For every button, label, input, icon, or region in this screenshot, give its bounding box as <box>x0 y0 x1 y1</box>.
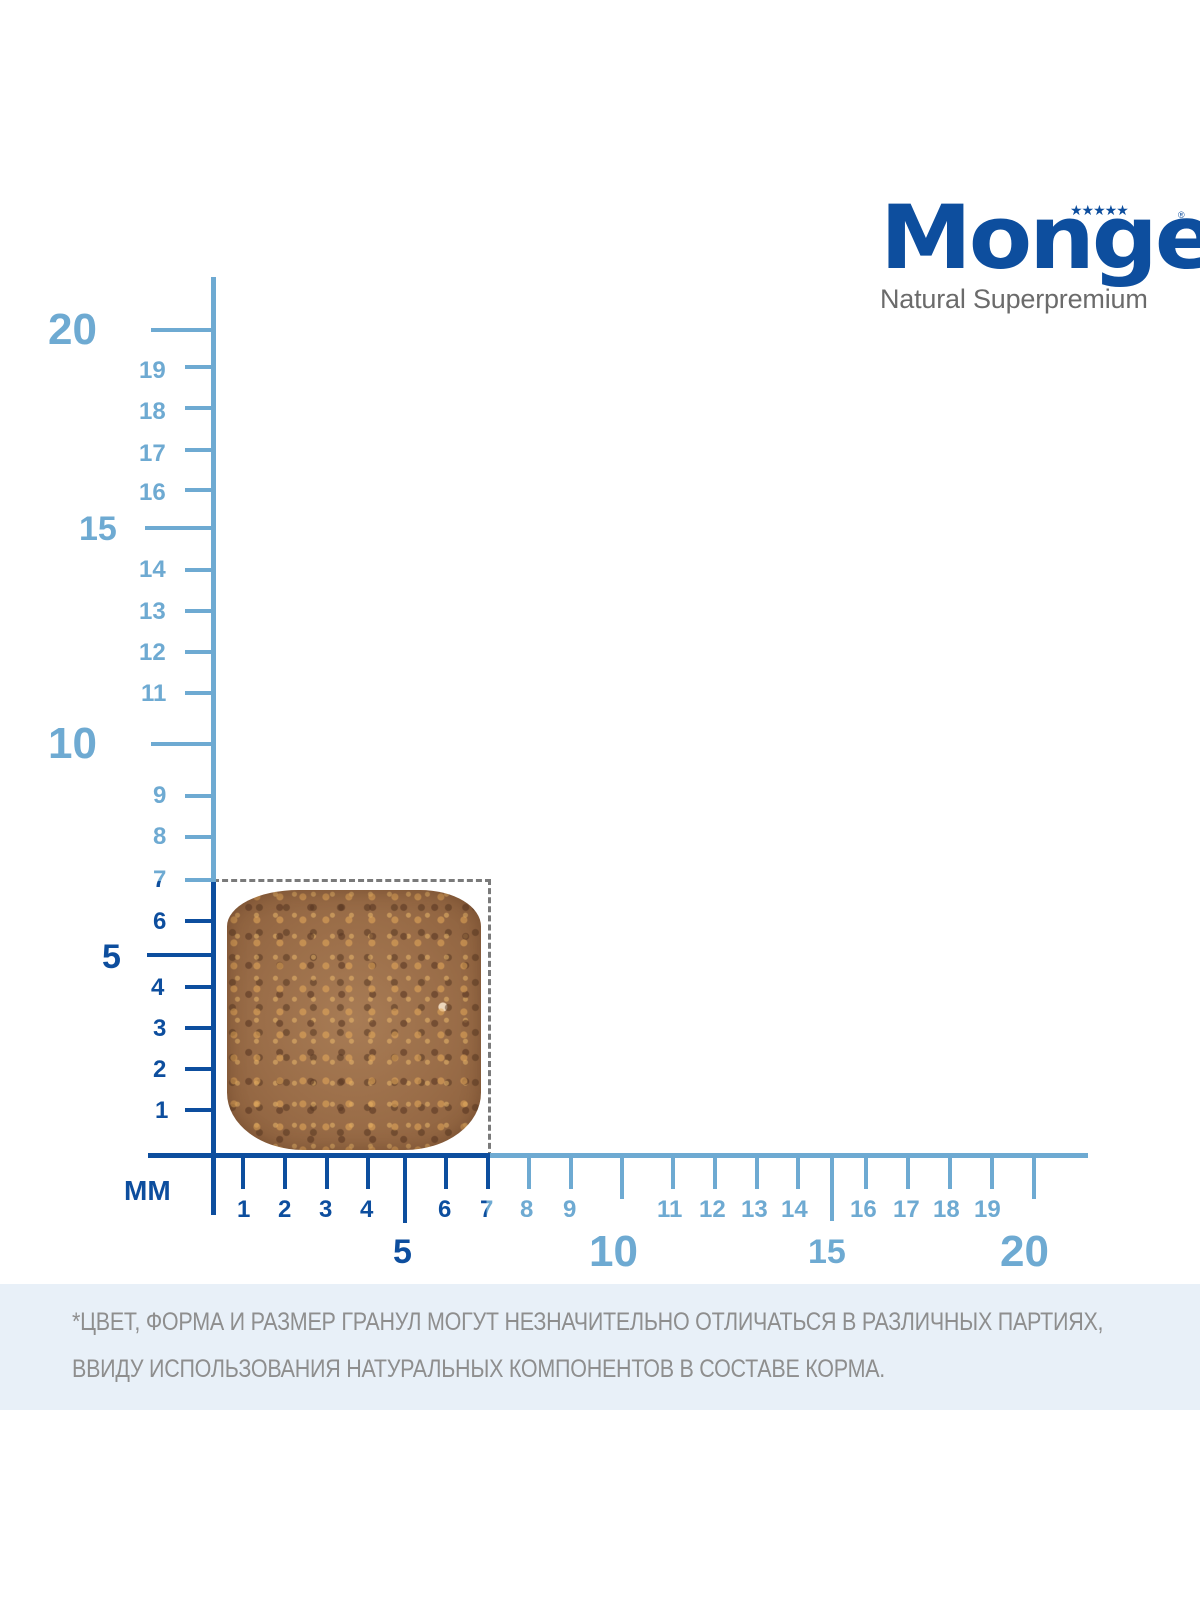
x-tick-8 <box>527 1153 531 1189</box>
x-label-7: 7 <box>480 1196 494 1223</box>
x-tick-13 <box>755 1153 759 1189</box>
y-axis-line-upper <box>211 277 216 881</box>
unit-label-mm: мм <box>124 1175 171 1206</box>
x-label-12: 12 <box>699 1196 726 1223</box>
y-tick-10 <box>151 742 216 746</box>
x-tick-2 <box>283 1153 287 1189</box>
disclaimer-line-1: *ЦВЕТ, ФОРМА И РАЗМЕР ГРАНУЛ МОГУТ НЕЗНА… <box>72 1308 1104 1336</box>
y-tick-11 <box>185 691 216 695</box>
y-label-17: 17 <box>139 440 166 467</box>
x-tick-3 <box>325 1153 329 1189</box>
y-label-19: 19 <box>139 357 166 384</box>
x-tick-10 <box>620 1153 624 1199</box>
y-tick-3 <box>185 1026 216 1030</box>
y-label-16: 16 <box>139 479 166 506</box>
x-tick-19 <box>990 1153 994 1189</box>
x-label-8: 8 <box>520 1196 534 1223</box>
x-label-11: 11 <box>657 1196 683 1223</box>
y-tick-4 <box>185 985 216 989</box>
x-tick-7 <box>486 1153 490 1189</box>
y-tick-5 <box>147 953 216 957</box>
y-label-5: 5 <box>102 938 121 976</box>
x-label-2: 2 <box>278 1196 292 1223</box>
brand-wordmark: Monge <box>880 186 1200 289</box>
y-tick-18 <box>185 406 216 410</box>
y-label-10: 10 <box>48 719 97 768</box>
y-label-8: 8 <box>153 823 167 850</box>
x-tick-5 <box>403 1153 407 1223</box>
x-label-5: 5 <box>393 1233 412 1271</box>
x-label-14: 14 <box>781 1196 808 1223</box>
y-tick-15 <box>145 526 216 530</box>
y-tick-13 <box>185 609 216 613</box>
y-label-11: 11 <box>141 680 167 707</box>
x-tick-15 <box>830 1153 834 1221</box>
x-tick-11 <box>671 1153 675 1189</box>
y-tick-17 <box>185 448 216 452</box>
y-label-4: 4 <box>151 974 165 1001</box>
x-label-10: 10 <box>589 1227 638 1276</box>
y-tick-6 <box>185 919 216 923</box>
x-label-3: 3 <box>319 1196 333 1223</box>
x-tick-12 <box>713 1153 717 1189</box>
x-label-13: 13 <box>741 1196 768 1223</box>
y-tick-19 <box>185 365 216 369</box>
brand-logo: Monge ★★★★★ ® Natural Superpremium <box>880 188 1200 326</box>
x-tick-6 <box>444 1153 448 1189</box>
y-axis-line-lower <box>211 879 216 1215</box>
y-tick-20 <box>151 328 216 332</box>
x-label-19: 19 <box>974 1196 1001 1223</box>
x-tick-9 <box>569 1153 573 1189</box>
x-tick-20 <box>1032 1153 1036 1199</box>
disclaimer-line-2: ВВИДУ ИСПОЛЬЗОВАНИЯ НАТУРАЛЬНЫХ КОМПОНЕН… <box>72 1355 886 1383</box>
x-tick-14 <box>796 1153 800 1189</box>
y-label-3: 3 <box>153 1015 167 1042</box>
x-tick-18 <box>948 1153 952 1189</box>
y-label-13: 13 <box>139 598 166 625</box>
y-tick-9 <box>185 794 216 798</box>
y-label-12: 12 <box>139 639 166 666</box>
x-tick-17 <box>906 1153 910 1189</box>
y-tick-7 <box>185 878 216 882</box>
x-axis-line-upper <box>488 1153 1088 1158</box>
x-label-18: 18 <box>933 1196 960 1223</box>
x-tick-1 <box>241 1153 245 1189</box>
y-tick-12 <box>185 650 216 654</box>
x-label-6: 6 <box>438 1196 452 1223</box>
x-label-9: 9 <box>563 1196 577 1223</box>
y-tick-14 <box>185 568 216 572</box>
brand-tagline: Natural Superpremium <box>880 284 1148 314</box>
x-label-20: 20 <box>1000 1227 1049 1276</box>
y-label-9: 9 <box>153 782 167 809</box>
x-label-16: 16 <box>850 1196 877 1223</box>
kibble-image <box>227 890 481 1150</box>
x-label-4: 4 <box>360 1196 374 1223</box>
y-label-2: 2 <box>153 1056 167 1083</box>
y-tick-2 <box>185 1067 216 1071</box>
stars-icon: ★★★★★ <box>1070 202 1129 218</box>
y-tick-1 <box>185 1108 216 1112</box>
y-label-6: 6 <box>153 908 167 935</box>
y-label-1: 1 <box>155 1097 169 1124</box>
x-tick-16 <box>864 1153 868 1189</box>
y-label-14: 14 <box>139 556 166 583</box>
y-label-7: 7 <box>153 866 167 893</box>
x-label-17: 17 <box>893 1196 920 1223</box>
x-label-1: 1 <box>237 1196 251 1223</box>
x-tick-4 <box>366 1153 370 1189</box>
y-label-18: 18 <box>139 398 166 425</box>
x-label-15: 15 <box>808 1233 846 1271</box>
x-axis-line-lower <box>148 1153 488 1158</box>
y-tick-8 <box>185 835 216 839</box>
registered-mark: ® <box>1178 210 1185 220</box>
size-indicator-box <box>213 879 491 1158</box>
y-label-20: 20 <box>48 305 97 354</box>
y-label-15: 15 <box>79 510 117 548</box>
y-tick-16 <box>185 488 216 492</box>
disclaimer-banner: *ЦВЕТ, ФОРМА И РАЗМЕР ГРАНУЛ МОГУТ НЕЗНА… <box>0 1284 1200 1410</box>
